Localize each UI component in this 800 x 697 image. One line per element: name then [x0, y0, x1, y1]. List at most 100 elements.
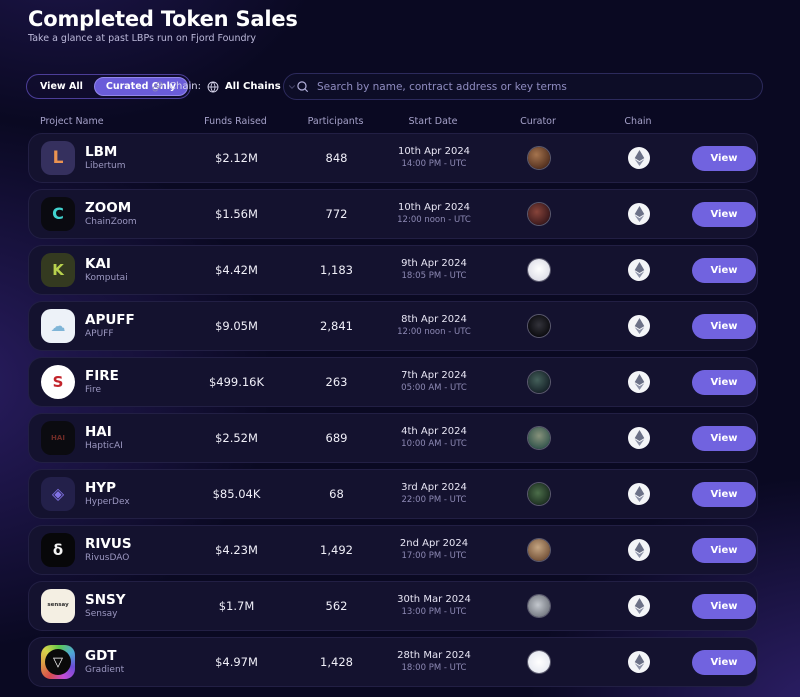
table-row[interactable]: K KAI Komputai $4.42M 1,183 9th Apr 2024…	[28, 245, 758, 295]
project-logo: ▽	[41, 645, 75, 679]
table-row[interactable]: δ RIVUS RivusDAO $4.23M 1,492 2nd Apr 20…	[28, 525, 758, 575]
curator-cell	[489, 371, 589, 393]
project-ticker: FIRE	[85, 368, 119, 385]
action-cell: View	[689, 369, 759, 395]
start-date-cell: 2nd Apr 2024 17:00 PM - UTC	[379, 538, 489, 561]
view-button[interactable]: View	[692, 593, 756, 619]
view-button[interactable]: View	[692, 201, 756, 227]
token-sales-table: L LBM Libertum $2.12M 848 10th Apr 2024 …	[28, 133, 758, 693]
project-subname: HyperDex	[85, 496, 130, 507]
chain-filter-value: All Chains	[224, 81, 281, 92]
table-row[interactable]: S FIRE Fire $499.16K 263 7th Apr 2024 05…	[28, 357, 758, 407]
participants-value: 2,841	[320, 319, 353, 333]
table-row[interactable]: ☁ APUFF APUFF $9.05M 2,841 8th Apr 2024 …	[28, 301, 758, 351]
header-chain: Chain	[624, 116, 652, 127]
project-subname: HapticAI	[85, 440, 123, 451]
start-date-value: 7th Apr 2024	[401, 370, 467, 382]
curator-cell	[489, 147, 589, 169]
project-ticker: RIVUS	[85, 536, 132, 553]
start-date-value: 3rd Apr 2024	[401, 482, 467, 494]
curated-only-button[interactable]: Curated Only	[93, 77, 189, 96]
search-box	[283, 73, 763, 100]
start-date-value: 2nd Apr 2024	[399, 538, 469, 550]
table-row[interactable]: C ZOOM ChainZoom $1.56M 772 10th Apr 202…	[28, 189, 758, 239]
view-button[interactable]: View	[692, 313, 756, 339]
funds-raised-value: $4.97M	[215, 655, 258, 669]
start-date-cell: 4th Apr 2024 10:00 AM - UTC	[379, 426, 489, 449]
view-button[interactable]: View	[692, 257, 756, 283]
funds-raised-value: $85.04K	[212, 487, 261, 501]
funds-raised-value: $2.12M	[215, 151, 258, 165]
curator-avatar	[528, 595, 550, 617]
project-subname: Fire	[85, 384, 102, 395]
start-time-value: 12:00 noon - UTC	[397, 326, 471, 337]
start-date-cell: 10th Apr 2024 12:00 noon - UTC	[379, 202, 489, 225]
curator-avatar	[528, 147, 550, 169]
funds-raised-value: $4.42M	[215, 263, 258, 277]
view-button[interactable]: View	[692, 369, 756, 395]
view-all-button[interactable]: View All	[29, 77, 94, 96]
view-button[interactable]: View	[692, 649, 756, 675]
curator-cell	[489, 259, 589, 281]
header-funds-raised: Funds Raised	[204, 116, 267, 127]
action-cell: View	[689, 425, 759, 451]
participants-value: 689	[325, 431, 348, 445]
ethereum-icon	[628, 651, 650, 673]
project-cell: L LBM Libertum	[29, 141, 179, 175]
start-date-cell: 30th Mar 2024 13:00 PM - UTC	[379, 594, 489, 617]
start-time-value: 18:00 PM - UTC	[401, 662, 467, 673]
ethereum-icon	[628, 427, 650, 449]
start-date-cell: 10th Apr 2024 14:00 PM - UTC	[379, 146, 489, 169]
search-icon	[296, 80, 309, 93]
curator-cell	[489, 203, 589, 225]
action-cell: View	[689, 649, 759, 675]
action-cell: View	[689, 313, 759, 339]
project-logo: δ	[41, 533, 75, 567]
chain-cell	[589, 483, 689, 505]
chain-cell	[589, 203, 689, 225]
project-subname: RivusDAO	[85, 552, 130, 563]
project-ticker: SNSY	[85, 592, 126, 609]
table-row[interactable]: sensay SNSY Sensay $1.7M 562 30th Mar 20…	[28, 581, 758, 631]
participants-value: 263	[325, 375, 348, 389]
start-date-value: 28th Mar 2024	[397, 650, 471, 662]
curator-cell	[489, 315, 589, 337]
chain-filter-label: Chain:	[169, 81, 201, 92]
ethereum-icon	[628, 483, 650, 505]
chain-filter-dropdown[interactable]: Chain: All Chains	[152, 74, 297, 99]
search-input[interactable]	[317, 80, 750, 93]
ethereum-icon	[628, 259, 650, 281]
project-ticker: HAI	[85, 424, 112, 441]
participants-value: 772	[325, 207, 348, 221]
chain-cell	[589, 371, 689, 393]
project-logo: K	[41, 253, 75, 287]
start-time-value: 10:00 AM - UTC	[401, 438, 467, 449]
project-subname: Komputai	[85, 272, 128, 283]
curator-avatar	[528, 483, 550, 505]
funds-raised-value: $1.56M	[215, 207, 258, 221]
table-row[interactable]: ◈ HYP HyperDex $85.04K 68 3rd Apr 2024 2…	[28, 469, 758, 519]
start-date-value: 8th Apr 2024	[401, 314, 467, 326]
project-subname: ChainZoom	[85, 216, 137, 227]
curator-cell	[489, 595, 589, 617]
project-ticker: ZOOM	[85, 200, 132, 217]
view-button[interactable]: View	[692, 425, 756, 451]
table-row[interactable]: ▽ GDT Gradient $4.97M 1,428 28th Mar 202…	[28, 637, 758, 687]
table-row[interactable]: HAI HAI HapticAI $2.52M 689 4th Apr 2024…	[28, 413, 758, 463]
ethereum-icon	[628, 203, 650, 225]
project-subname: Gradient	[85, 664, 125, 675]
funds-raised-value: $2.52M	[215, 431, 258, 445]
action-cell: View	[689, 593, 759, 619]
view-button[interactable]: View	[692, 145, 756, 171]
view-button[interactable]: View	[692, 537, 756, 563]
start-date-cell: 9th Apr 2024 18:05 PM - UTC	[379, 258, 489, 281]
start-date-cell: 8th Apr 2024 12:00 noon - UTC	[379, 314, 489, 337]
view-button[interactable]: View	[692, 481, 756, 507]
project-logo: C	[41, 197, 75, 231]
table-row[interactable]: L LBM Libertum $2.12M 848 10th Apr 2024 …	[28, 133, 758, 183]
funds-raised-value: $499.16K	[208, 375, 265, 389]
start-date-value: 4th Apr 2024	[401, 426, 467, 438]
start-date-value: 10th Apr 2024	[397, 146, 471, 158]
link-icon	[152, 81, 163, 92]
